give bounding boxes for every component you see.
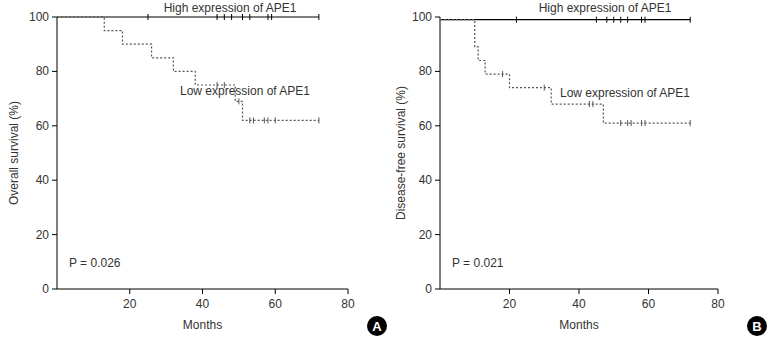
y-tick-label: 60 [36, 119, 50, 133]
p-value: P = 0.026 [69, 256, 121, 270]
y-tick [52, 234, 57, 235]
x-tick-label: 60 [269, 297, 283, 311]
censor-mark [627, 17, 628, 23]
censor-mark [267, 117, 268, 123]
x-axis-label: Months [559, 318, 598, 332]
censor-mark [147, 14, 148, 20]
y-tick [52, 125, 57, 126]
censor-mark [620, 17, 621, 23]
y-tick-label: 40 [419, 173, 433, 187]
censor-mark [253, 117, 254, 123]
censor-mark [516, 17, 517, 23]
censor-mark [238, 98, 239, 104]
plot-area [57, 14, 319, 123]
series-label: Low expression of APE1 [560, 86, 690, 100]
survival-curve [440, 20, 690, 123]
y-tick-label: 0 [425, 282, 432, 296]
y-tick-label: 80 [419, 64, 433, 78]
censor-mark [620, 120, 621, 126]
y-tick-label: 100 [412, 10, 432, 24]
x-tick-label: 40 [196, 297, 210, 311]
series-label: High expression of APE1 [164, 1, 297, 15]
plot-area [440, 17, 690, 126]
survival-curve [57, 17, 319, 120]
censor-mark [641, 17, 642, 23]
survival-curve [57, 16, 319, 17]
censor-mark [249, 117, 250, 123]
panel: 20 40 60 80 0 20 40 60 80 100 Months Disease-free s… [394, 1, 767, 336]
x-tick [718, 289, 719, 294]
panel-badge [367, 316, 387, 336]
series-label: Low expression of APE1 [180, 84, 310, 98]
series-label: High expression of APE1 [539, 1, 672, 15]
y-tick [52, 180, 57, 181]
censor-mark [645, 17, 646, 23]
censor-mark [264, 117, 265, 123]
y-tick-label: 100 [29, 10, 49, 24]
censor-mark [275, 117, 276, 123]
y-tick-label: 20 [419, 228, 433, 242]
y-tick [435, 289, 440, 290]
y-tick-label: 80 [36, 64, 50, 78]
x-tick [509, 289, 510, 294]
censor-mark [690, 17, 691, 23]
panel-badge [747, 316, 767, 336]
y-tick [52, 289, 57, 290]
y-tick [52, 71, 57, 72]
censor-mark [502, 71, 503, 77]
survival-curve [440, 19, 690, 20]
y-tick [52, 17, 57, 18]
censor-mark [631, 120, 632, 126]
x-tick [348, 289, 349, 294]
x-tick [275, 289, 276, 294]
y-tick [435, 71, 440, 72]
censor-mark [318, 14, 319, 20]
y-axis-label: Disease-free survival (%) [394, 86, 408, 220]
y-tick-label: 20 [36, 228, 50, 242]
y-axis [57, 17, 58, 289]
y-tick-label: 40 [36, 173, 50, 187]
x-axis-label: Months [183, 318, 222, 332]
x-tick-label: 80 [711, 297, 725, 311]
x-tick-label: 60 [642, 297, 656, 311]
censor-mark [318, 117, 319, 123]
figure: 20 40 60 80 0 20 40 60 80 100 Months Overall surviv… [0, 0, 773, 346]
x-tick-label: 40 [572, 297, 586, 311]
censor-mark [606, 17, 607, 23]
censor-mark [589, 101, 590, 107]
y-tick-label: 60 [419, 119, 433, 133]
censor-mark [690, 120, 691, 126]
censor-mark [596, 17, 597, 23]
x-tick-label: 20 [503, 297, 517, 311]
x-tick [202, 289, 203, 294]
x-tick [648, 289, 649, 294]
censor-mark [592, 101, 593, 107]
y-tick [435, 180, 440, 181]
y-tick [435, 234, 440, 235]
y-axis-label: Overall survival (%) [7, 101, 21, 205]
p-value: P = 0.021 [452, 256, 504, 270]
y-tick [435, 17, 440, 18]
y-tick-label: 0 [42, 282, 49, 296]
censor-mark [544, 85, 545, 91]
x-tick-label: 80 [341, 297, 355, 311]
panel-label: A [372, 319, 382, 334]
censor-mark [641, 120, 642, 126]
panel-label: B [752, 319, 761, 334]
censor-mark [627, 120, 628, 126]
x-tick [579, 289, 580, 294]
x-tick-label: 20 [123, 297, 137, 311]
y-axis [440, 17, 441, 289]
censor-mark [613, 17, 614, 23]
panel: 20 40 60 80 0 20 40 60 80 100 Months Overall surviv… [7, 1, 387, 336]
y-tick [435, 125, 440, 126]
x-tick [129, 289, 130, 294]
censor-mark [645, 120, 646, 126]
